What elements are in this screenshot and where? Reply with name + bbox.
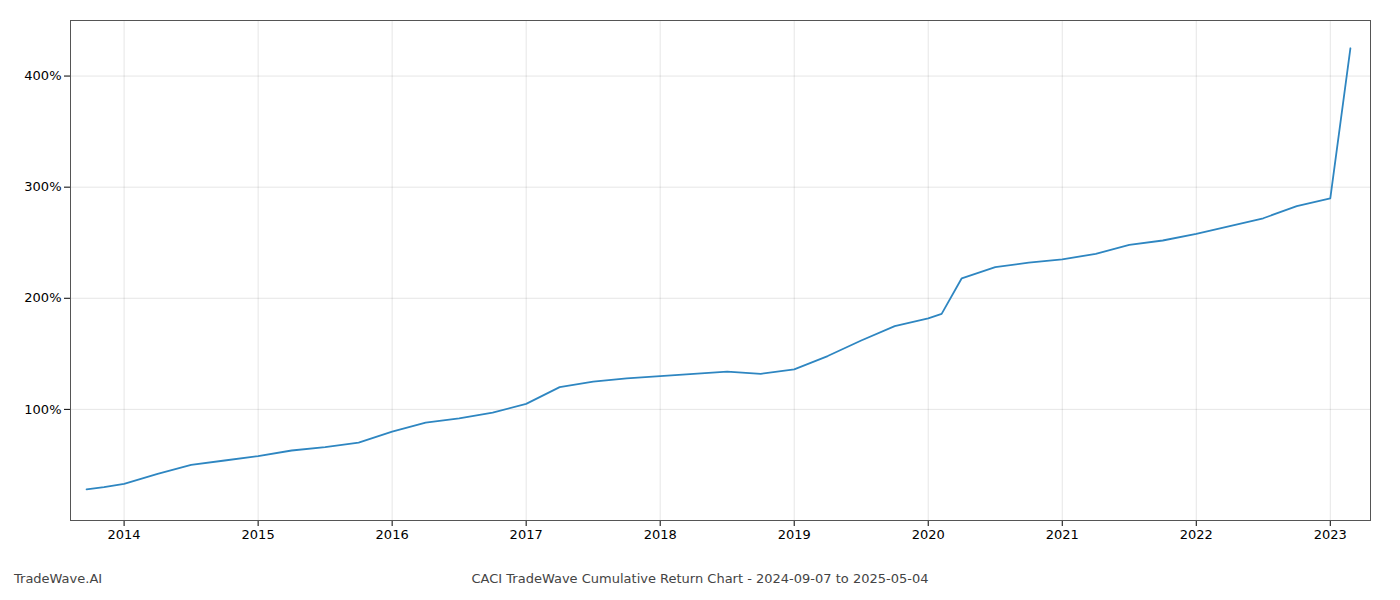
svg-text:2014: 2014	[108, 527, 141, 542]
svg-text:400%: 400%	[24, 68, 61, 83]
svg-text:2021: 2021	[1046, 527, 1079, 542]
html-text:CACI TradeWave Cumulative Retu: CACI TradeWave Cumulative Return Chart -…	[471, 571, 929, 586]
svg-text:2020: 2020	[912, 527, 945, 542]
svg-text:2019: 2019	[778, 527, 811, 542]
svg-text:100%: 100%	[24, 402, 61, 417]
svg-text:2018: 2018	[644, 527, 677, 542]
svg-text:2023: 2023	[1314, 527, 1347, 542]
svg-text:2022: 2022	[1180, 527, 1213, 542]
svg-text:2016: 2016	[376, 527, 409, 542]
svg-text:200%: 200%	[24, 290, 61, 305]
html-text:TradeWave.AI: TradeWave.AI	[14, 571, 103, 586]
svg-text:2017: 2017	[510, 527, 543, 542]
svg-text:300%: 300%	[24, 179, 61, 194]
svg-text:2015: 2015	[242, 527, 275, 542]
